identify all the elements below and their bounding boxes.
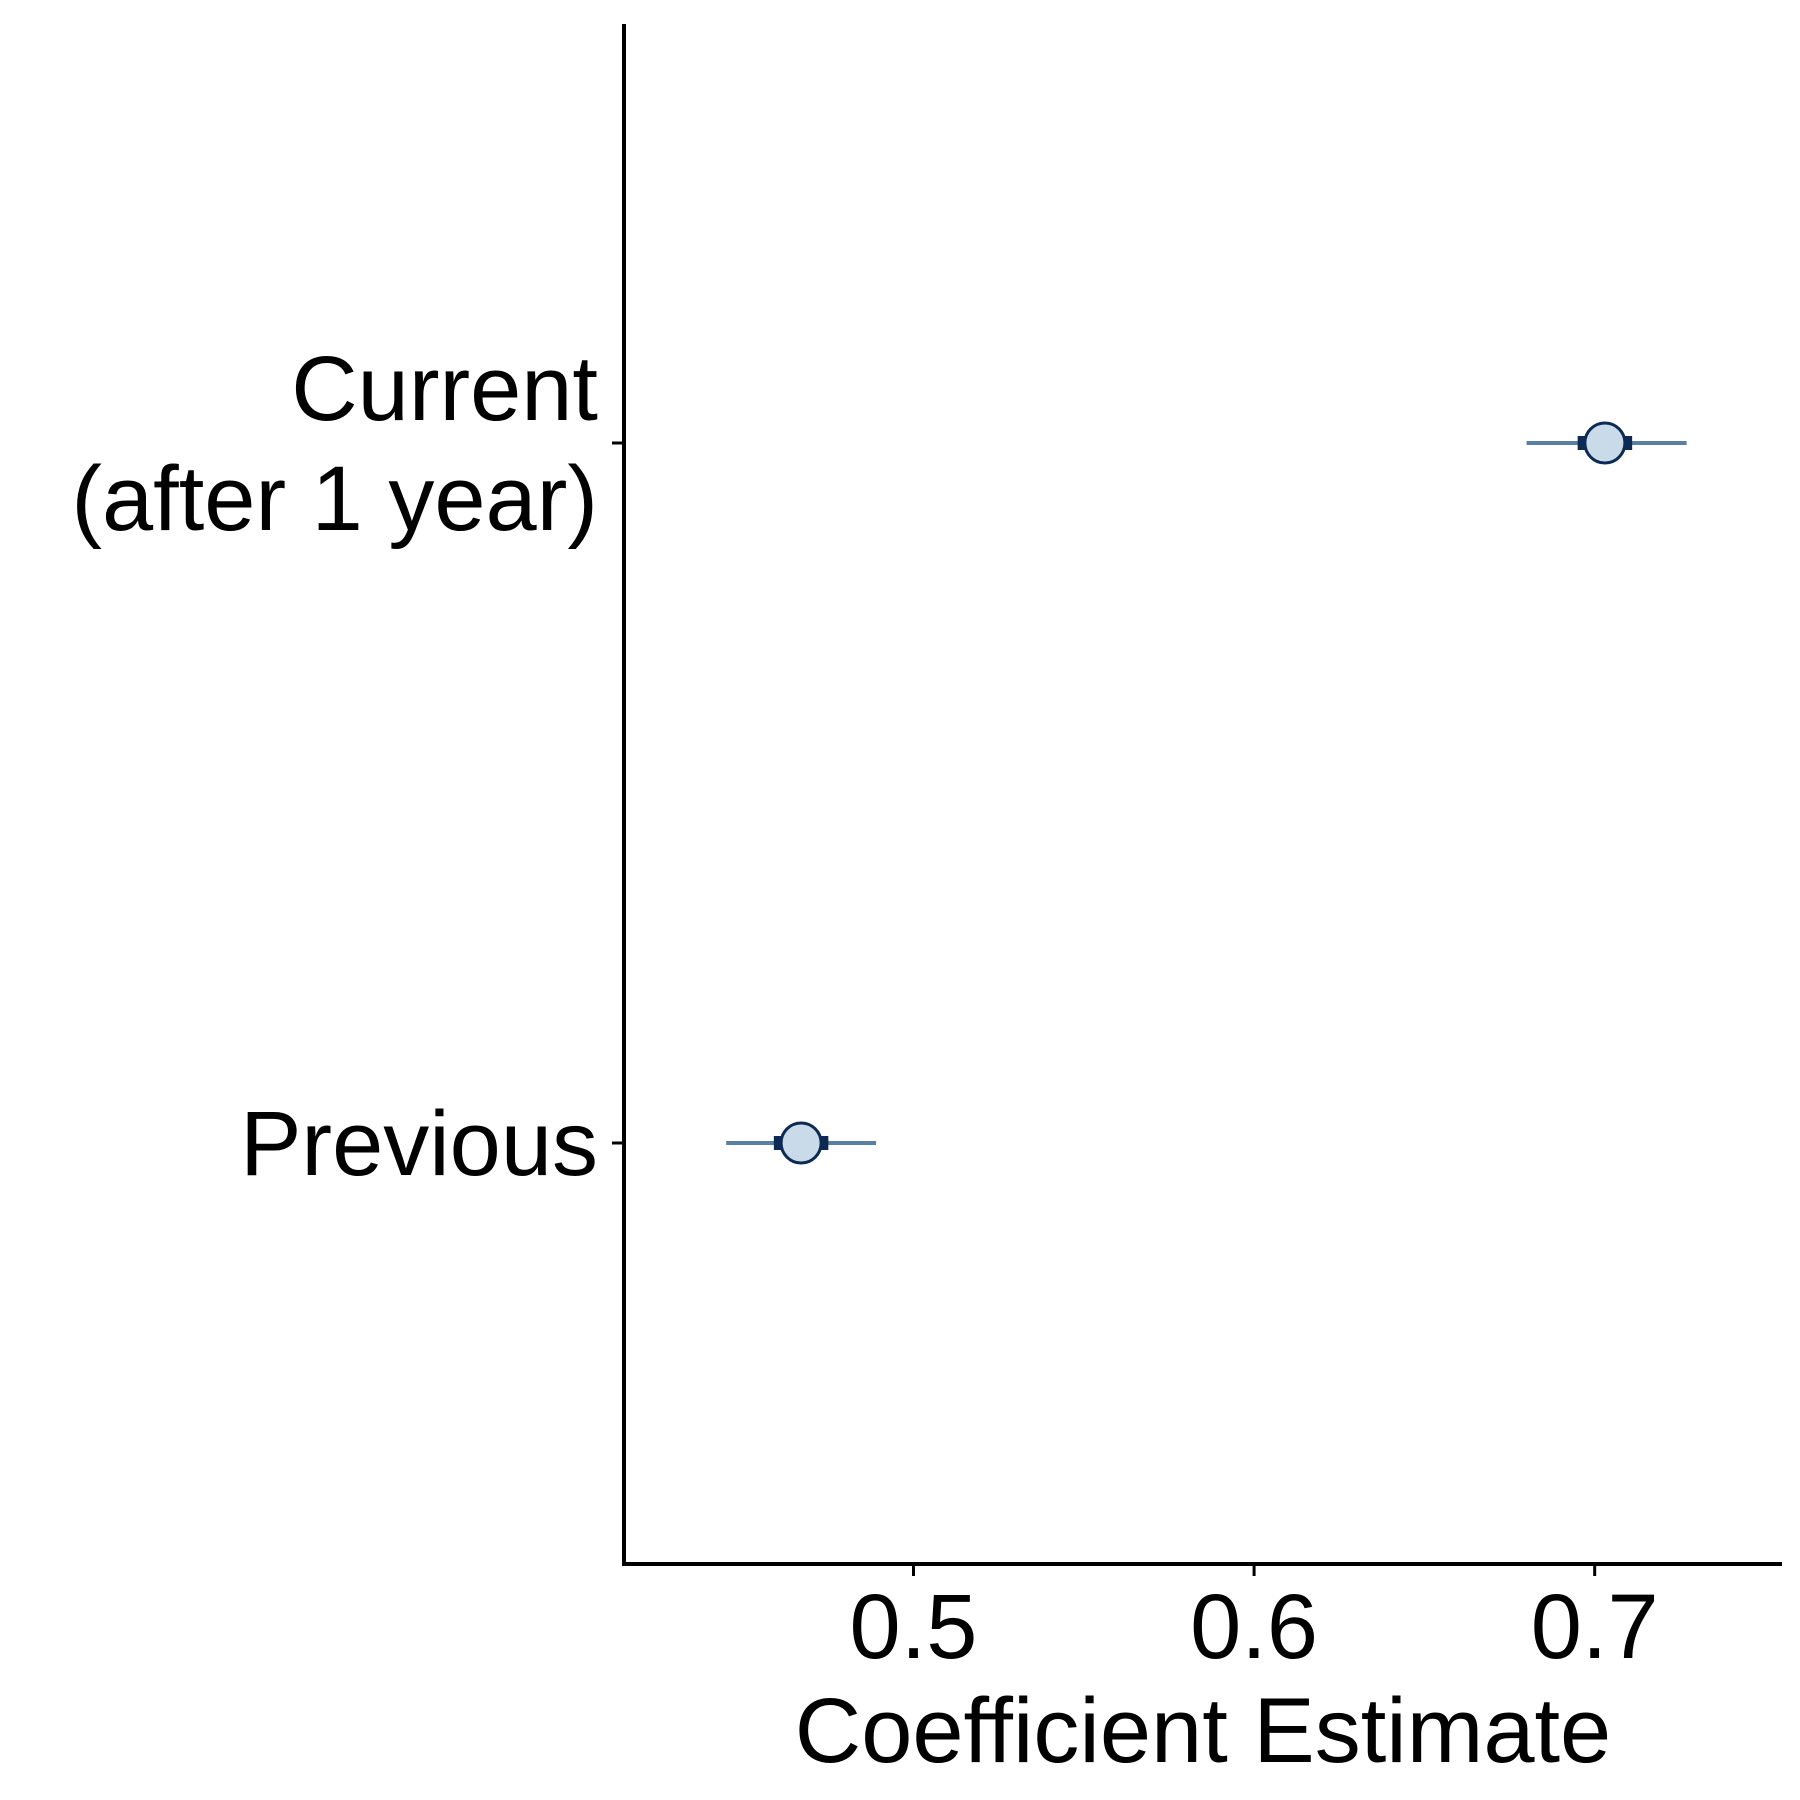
x-ticks: 0.5 0.6 0.7 [850, 1564, 1659, 1678]
x-tick-label: 0.5 [850, 1576, 978, 1678]
x-axis-title: Coefficient Estimate [795, 1680, 1611, 1782]
y-ticks: Current(after 1 year) Previous [71, 338, 624, 1195]
point-marks [726, 421, 1687, 1165]
x-tick-label: 0.6 [1190, 1576, 1318, 1678]
y-category-label: Current [291, 338, 598, 440]
y-category-label: Previous [240, 1093, 598, 1195]
y-category-label: (after 1 year) [71, 448, 598, 550]
x-tick-label: 0.7 [1531, 1576, 1659, 1678]
estimate-point [779, 1121, 823, 1165]
estimate-point [1583, 421, 1627, 465]
